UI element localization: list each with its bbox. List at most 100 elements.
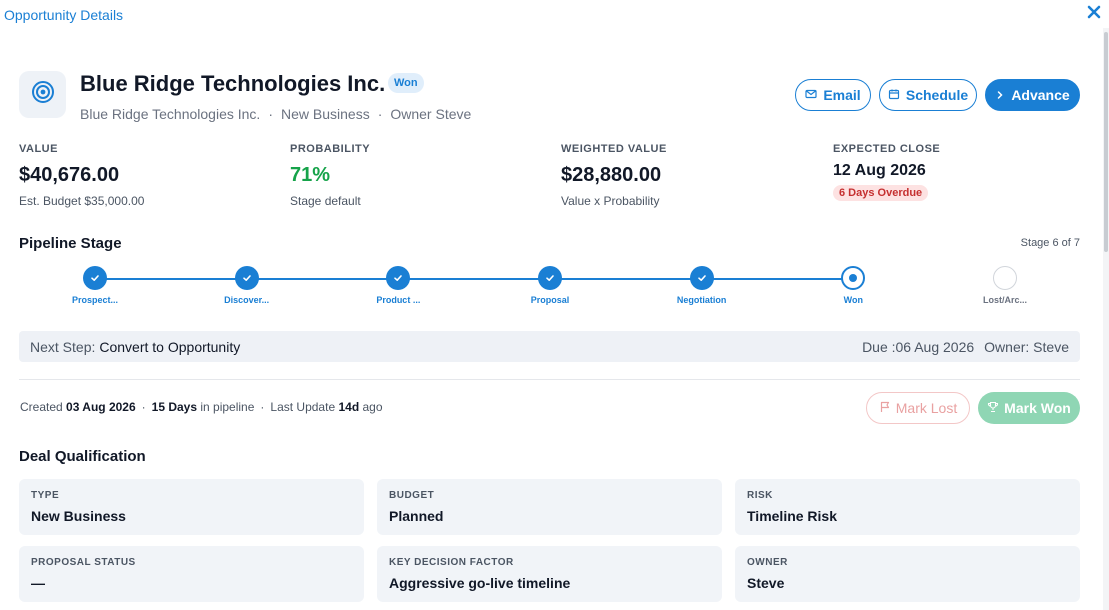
pipeline-step-label: Discover... (224, 295, 270, 305)
qualification-value: Timeline Risk (747, 508, 838, 524)
trophy-icon (987, 400, 999, 416)
divider (19, 379, 1080, 380)
qualification-value: New Business (31, 508, 126, 524)
check-icon (83, 266, 107, 290)
metric-amount: $40,676.00 (19, 164, 120, 186)
qualification-card: RISK Timeline Risk (735, 479, 1080, 535)
separator: · (377, 106, 383, 122)
qualification-value: Steve (747, 575, 785, 591)
metric-sub: Stage default (290, 194, 361, 208)
update-value: 14d (338, 400, 360, 414)
mark-won-button[interactable]: Mark Won (978, 392, 1080, 424)
check-icon (538, 266, 562, 290)
metric-expected-close: EXPECTED CLOSE 12 Aug 2026 6 Days Overdu… (833, 143, 1083, 201)
pipeline-step[interactable]: Negotiation (642, 266, 762, 305)
qualification-label: TYPE (31, 490, 60, 501)
metric-weighted-value: WEIGHTED VALUE $28,880.00 Value x Probab… (561, 143, 811, 208)
expected-close-date: 12 Aug 2026 (833, 162, 926, 179)
pipeline-step-label: Won (843, 295, 863, 305)
pipeline-step[interactable]: Discover... (187, 266, 307, 305)
qualification-label: OWNER (747, 557, 788, 568)
qualification-label: BUDGET (389, 490, 435, 501)
pipeline-step[interactable]: Lost/Arc... (945, 266, 1065, 305)
pipeline-title: Pipeline Stage (19, 235, 122, 252)
created-label: Created (20, 400, 63, 414)
advance-button-label: Advance (1011, 87, 1070, 103)
header-subline: Blue Ridge Technologies Inc. · New Busines… (80, 106, 471, 122)
next-step-due: Due :06 Aug 2026 (862, 339, 975, 355)
company-logo (19, 71, 66, 118)
opportunity-header: Blue Ridge Technologies Inc. Won Blue Ri… (19, 71, 1080, 123)
pipeline-stepper: Prospect... Discover... Product ... Proposa… (19, 266, 1080, 310)
email-button-label: Email (823, 87, 861, 103)
separator: · (260, 400, 265, 414)
pipeline-progress-line (95, 278, 853, 280)
qualification-card: BUDGET Planned (377, 479, 722, 535)
next-step-owner: Owner: Steve (984, 339, 1069, 355)
schedule-button[interactable]: Schedule (879, 79, 977, 111)
sub-company: Blue Ridge Technologies Inc. (80, 106, 261, 122)
scrollbar-thumb[interactable] (1104, 32, 1108, 252)
close-icon[interactable] (1087, 5, 1101, 19)
mark-lost-label: Mark Lost (895, 400, 958, 416)
qualification-card: TYPE New Business (19, 479, 364, 535)
days-suffix: in pipeline (200, 400, 255, 414)
update-suffix: ago (362, 400, 383, 414)
chevron-right-icon (995, 87, 1005, 103)
pipeline-step-label: Negotiation (676, 295, 727, 305)
mail-icon (805, 87, 817, 103)
pipeline-step[interactable]: Proposal (490, 266, 610, 305)
qualification-label: KEY DECISION FACTOR (389, 557, 514, 568)
separator: · (268, 106, 273, 122)
next-step-value: Convert to Opportunity (99, 339, 241, 355)
update-label: Last Update (270, 400, 336, 414)
next-step-bar: Next Step: Convert to Opportunity Due :06… (19, 331, 1080, 362)
metric-label: PROBABILITY (290, 143, 371, 155)
qualification-value: Aggressive go-live timeline (389, 575, 571, 591)
separator: · (141, 400, 146, 414)
pipeline-step[interactable]: Won (793, 266, 913, 305)
next-step-label: Next Step: (30, 339, 96, 355)
sub-owner: Owner Steve (390, 106, 472, 122)
qualification-value: Planned (389, 508, 444, 524)
qualification-label: PROPOSAL STATUS (31, 557, 136, 568)
status-badge: Won (388, 73, 424, 93)
metric-label: WEIGHTED VALUE (561, 143, 667, 155)
created-date: 03 Aug 2026 (66, 400, 136, 414)
check-icon (386, 266, 411, 290)
target-icon (31, 80, 55, 109)
schedule-button-label: Schedule (905, 87, 969, 103)
current-step-icon (841, 266, 866, 290)
mark-won-label: Mark Won (1004, 400, 1071, 416)
qualification-card: PROPOSAL STATUS — (19, 546, 364, 602)
qualification-title: Deal Qualification (19, 448, 146, 465)
modal-title: Opportunity Details (4, 7, 124, 23)
email-button[interactable]: Email (795, 79, 871, 111)
metric-sub: Est. Budget $35,000.00 (19, 194, 145, 208)
metric-probability: PROBABILITY 71% Stage default (290, 143, 540, 208)
qualification-card: OWNER Steve (735, 546, 1080, 602)
scrollbar-track[interactable] (1103, 28, 1109, 610)
pipeline-meta: Created 03 Aug 2026 · 15 Days in pipeline ·… (20, 400, 383, 414)
metric-value: VALUE $40,676.00 Est. Budget $35,000.00 (19, 143, 269, 208)
flag-icon (879, 400, 891, 416)
mark-lost-button[interactable]: Mark Lost (866, 392, 970, 424)
advance-button[interactable]: Advance (985, 79, 1080, 111)
qualification-card: KEY DECISION FACTOR Aggressive go-live ti… (377, 546, 722, 602)
calendar-icon (888, 87, 900, 103)
pipeline-step[interactable]: Product ... (338, 266, 458, 305)
days-in-pipeline: 15 Days (151, 400, 198, 414)
pipeline-step-label: Lost/Arc... (982, 295, 1027, 305)
sub-deal-type: New Business (280, 106, 370, 122)
pipeline-step-label: Proposal (530, 295, 570, 305)
metric-label: EXPECTED CLOSE (833, 143, 941, 155)
overdue-badge: 6 Days Overdue (833, 185, 929, 201)
check-icon (234, 266, 259, 290)
stage-count: Stage 6 of 7 (1020, 237, 1080, 249)
company-name: Blue Ridge Technologies Inc. (80, 71, 386, 96)
check-icon (689, 266, 714, 290)
pipeline-step[interactable]: Prospect... (35, 266, 155, 305)
modal-title-bar: Opportunity Details (0, 0, 1109, 28)
pipeline-step-label: Product ... (376, 295, 421, 305)
metric-label: VALUE (19, 143, 58, 155)
